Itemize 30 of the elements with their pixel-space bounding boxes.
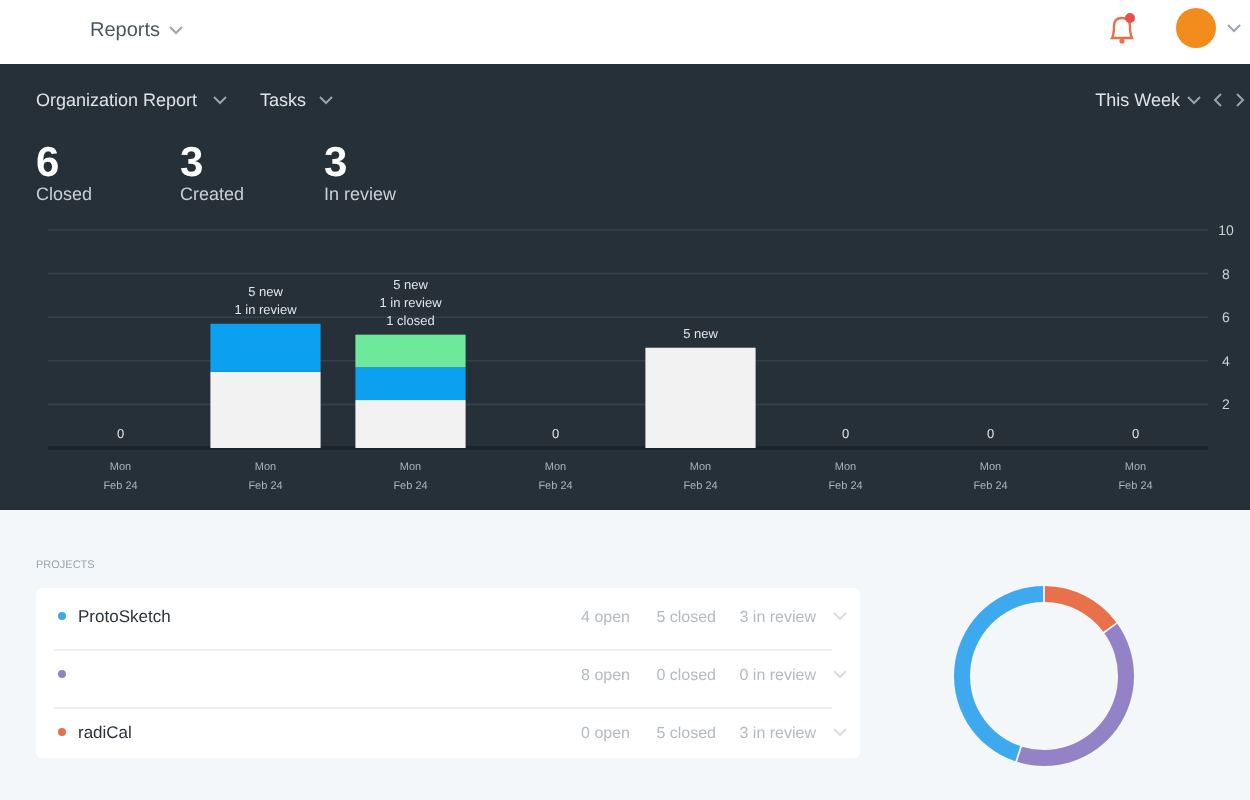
text: 6 bbox=[36, 140, 60, 186]
text: Tasks bbox=[260, 90, 308, 110]
text: 0 open bbox=[581, 724, 630, 742]
text: 3 bbox=[180, 140, 204, 186]
text: 3 bbox=[324, 140, 348, 186]
text: 8 open bbox=[581, 666, 630, 684]
text: 4 open bbox=[581, 608, 630, 626]
text: Organization Report bbox=[36, 90, 199, 110]
text: Closed bbox=[36, 184, 93, 204]
bar bbox=[210, 323, 321, 372]
text: In review bbox=[324, 184, 398, 204]
bar bbox=[355, 400, 466, 448]
text: 3 in review bbox=[739, 608, 817, 626]
text: 3 in review bbox=[739, 724, 817, 742]
bar bbox=[210, 371, 321, 448]
text: Created bbox=[180, 184, 245, 204]
bar bbox=[645, 347, 756, 448]
text: 0 in review bbox=[739, 666, 817, 684]
text: ProtoSketch bbox=[78, 606, 172, 626]
donut-slice bbox=[1017, 623, 1134, 766]
text: 0 closed bbox=[656, 666, 716, 684]
text: 5 closed bbox=[656, 608, 716, 626]
text: This Week bbox=[1095, 90, 1181, 110]
donut-slice bbox=[1044, 586, 1117, 632]
text: radiCal bbox=[78, 722, 133, 742]
donut-slice bbox=[954, 586, 1044, 762]
bar bbox=[355, 367, 466, 401]
text: Reports bbox=[90, 20, 161, 42]
bar bbox=[355, 334, 466, 368]
text: 5 closed bbox=[656, 724, 716, 742]
